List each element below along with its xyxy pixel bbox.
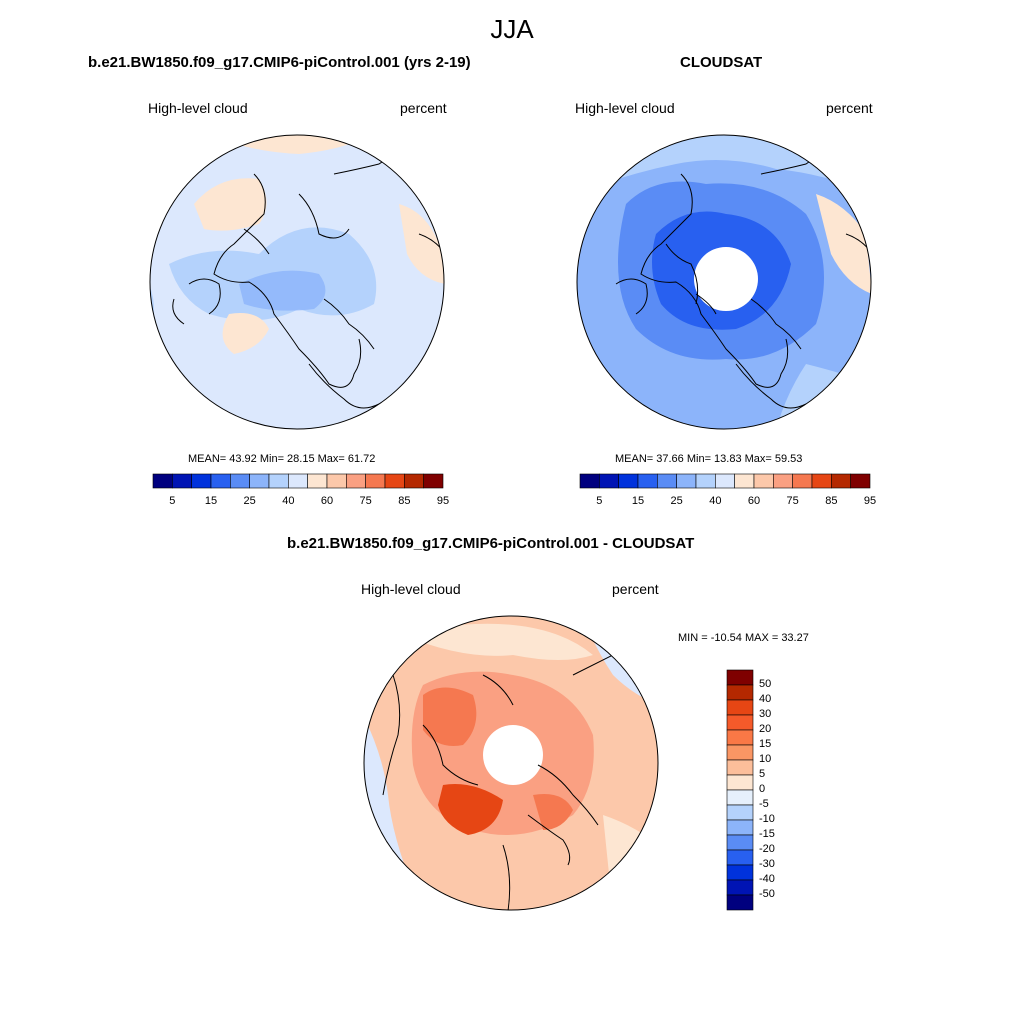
colorbar-swatch — [676, 473, 697, 489]
obs-units-label: percent — [826, 100, 873, 116]
colorbar-swatch — [579, 473, 600, 489]
colorbar-tick-label: 85 — [398, 495, 411, 507]
colorbar-swatch — [726, 774, 754, 791]
colorbar-tick-label: 40 — [282, 495, 295, 507]
colorbar-tick-label: 95 — [436, 495, 450, 507]
colorbar-tick-label: 75 — [786, 495, 799, 507]
colorbar-swatch — [695, 473, 716, 489]
colorbar-tick-label: 50 — [759, 678, 772, 690]
colorbar-tick-label: 0 — [759, 783, 766, 795]
diff-units-label: percent — [612, 581, 659, 597]
colorbar-tick-label: 30 — [759, 708, 772, 720]
colorbar-tick-label: 10 — [759, 753, 772, 765]
colorbar-tick-label: 40 — [759, 693, 772, 705]
diff-colorbar — [726, 669, 754, 911]
colorbar-tick-label: -20 — [759, 843, 775, 855]
colorbar-swatch — [734, 473, 755, 489]
colorbar-swatch — [726, 894, 754, 911]
colorbar-swatch — [726, 804, 754, 821]
colorbar-swatch — [726, 819, 754, 836]
colorbar-swatch — [423, 473, 444, 489]
colorbar-swatch — [288, 473, 308, 489]
model-polar-map — [149, 134, 445, 430]
colorbar-swatch — [726, 669, 754, 686]
colorbar-tick-label: 15 — [759, 738, 772, 750]
colorbar-swatch — [346, 473, 366, 489]
colorbar-tick-label: 25 — [670, 495, 683, 507]
colorbar-swatch — [249, 473, 270, 489]
colorbar-swatch — [726, 849, 754, 866]
model-colorbar — [152, 473, 444, 489]
colorbar-swatch — [365, 473, 386, 489]
diff-stats: MIN = -10.54 MAX = 33.27 — [678, 632, 809, 644]
colorbar-tick-label: 5 — [596, 495, 603, 507]
colorbar-tick-label: 40 — [709, 495, 722, 507]
colorbar-swatch — [657, 473, 677, 489]
colorbar-swatch — [230, 473, 250, 489]
colorbar-swatch — [726, 729, 754, 746]
colorbar-tick-label: 75 — [359, 495, 372, 507]
colorbar-swatch — [726, 744, 754, 761]
colorbar-swatch — [384, 473, 405, 489]
colorbar-swatch — [152, 473, 173, 489]
diff-polar-map — [363, 615, 659, 911]
colorbar-swatch — [726, 834, 754, 851]
model-panel-title: b.e21.BW1850.f09_g17.CMIP6-piControl.001… — [88, 54, 471, 71]
colorbar-swatch — [753, 473, 774, 489]
obs-colorbar — [579, 473, 871, 489]
colorbar-swatch — [726, 684, 754, 701]
colorbar-swatch — [307, 473, 328, 489]
colorbar-tick-label: 60 — [747, 495, 761, 507]
colorbar-swatch — [811, 473, 832, 489]
colorbar-tick-label: 95 — [863, 495, 877, 507]
colorbar-tick-label: -15 — [759, 828, 775, 840]
colorbar-swatch — [210, 473, 231, 489]
obs-stats: MEAN= 37.66 Min= 13.83 Max= 59.53 — [615, 453, 803, 465]
season-title: JJA — [490, 14, 534, 44]
colorbar-swatch — [726, 879, 754, 896]
colorbar-swatch — [172, 473, 192, 489]
colorbar-swatch — [191, 473, 212, 489]
colorbar-tick-label: -10 — [759, 813, 775, 825]
colorbar-swatch — [599, 473, 619, 489]
colorbar-swatch — [831, 473, 851, 489]
colorbar-swatch — [792, 473, 813, 489]
colorbar-tick-label: 20 — [759, 723, 772, 735]
colorbar-swatch — [637, 473, 658, 489]
colorbar-tick-label: -5 — [759, 798, 769, 810]
colorbar-swatch — [404, 473, 424, 489]
colorbar-tick-label: 15 — [204, 495, 218, 507]
colorbar-swatch — [715, 473, 735, 489]
colorbar-tick-label: 5 — [169, 495, 176, 507]
obs-polar-map — [576, 134, 872, 430]
colorbar-swatch — [773, 473, 793, 489]
colorbar-swatch — [726, 789, 754, 806]
colorbar-swatch — [726, 759, 754, 776]
colorbar-tick-label: -30 — [759, 858, 775, 870]
model-variable-label: High-level cloud — [148, 100, 248, 116]
colorbar-swatch — [726, 699, 754, 716]
obs-panel-title: CLOUDSAT — [680, 54, 763, 71]
obs-variable-label: High-level cloud — [575, 100, 675, 116]
colorbar-tick-label: 60 — [320, 495, 334, 507]
colorbar-swatch — [326, 473, 347, 489]
colorbar-tick-label: 15 — [631, 495, 645, 507]
diff-panel-title: b.e21.BW1850.f09_g17.CMIP6-piControl.001… — [287, 535, 695, 552]
diff-variable-label: High-level cloud — [361, 581, 461, 597]
colorbar-tick-label: -50 — [759, 888, 775, 900]
model-stats: MEAN= 43.92 Min= 28.15 Max= 61.72 — [188, 453, 376, 465]
colorbar-swatch — [726, 864, 754, 881]
colorbar-swatch — [618, 473, 639, 489]
colorbar-swatch — [268, 473, 289, 489]
colorbar-swatch — [726, 714, 754, 731]
colorbar-tick-label: -40 — [759, 873, 775, 885]
colorbar-tick-label: 85 — [825, 495, 838, 507]
model-units-label: percent — [400, 100, 447, 116]
colorbar-tick-label: 5 — [759, 768, 766, 780]
colorbar-swatch — [850, 473, 871, 489]
colorbar-tick-label: 25 — [243, 495, 256, 507]
